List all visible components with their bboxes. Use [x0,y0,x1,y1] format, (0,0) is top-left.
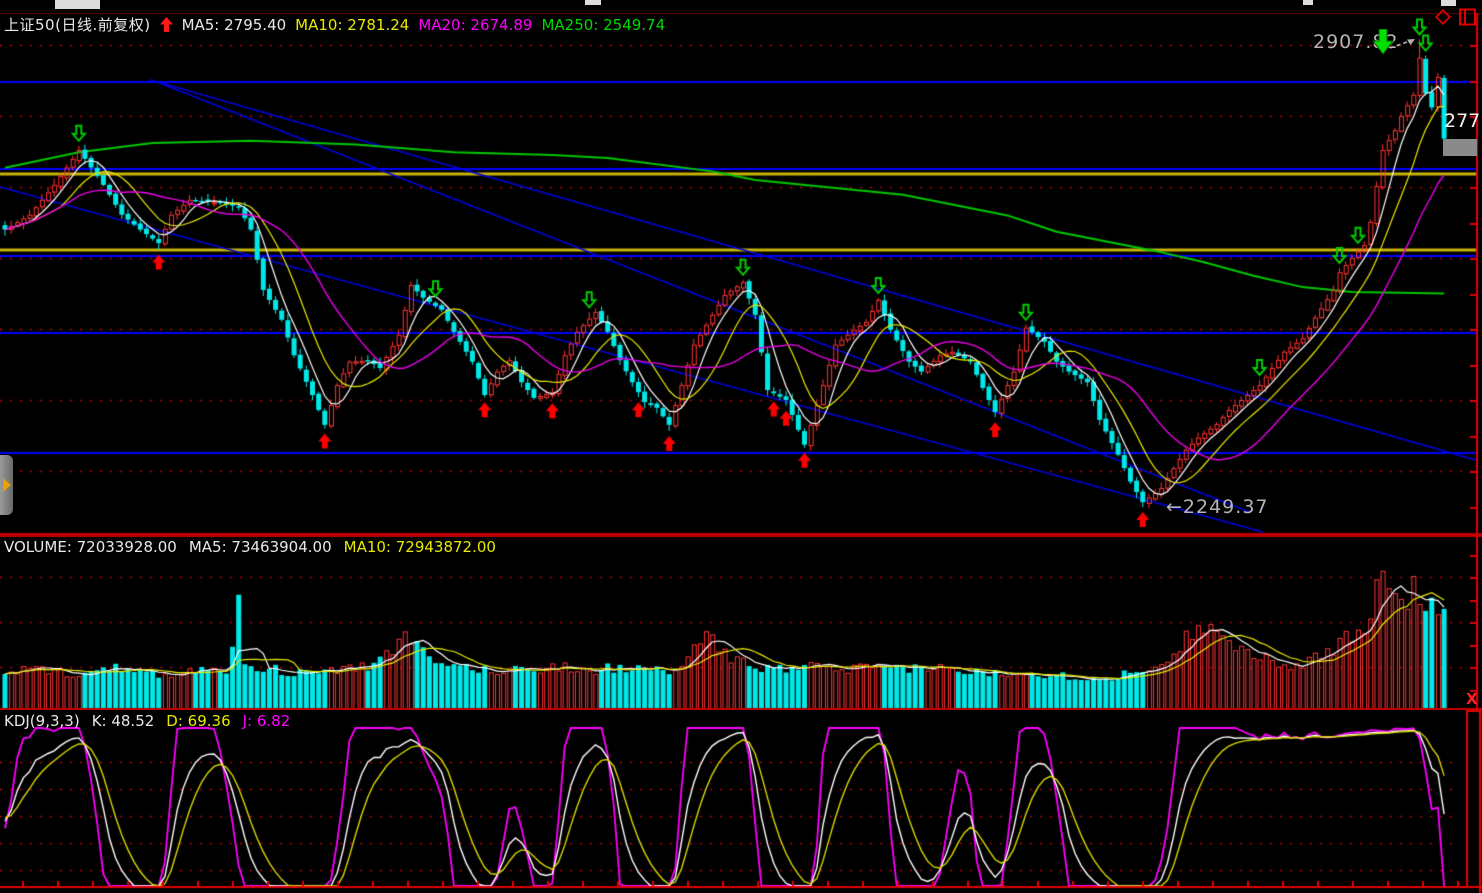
volume-header: VOLUME: 72033928.00 MA5: 73463904.00 MA1… [4,538,496,556]
dashed-pointer-arrow-icon [1389,36,1416,55]
volume-value-label: VOLUME: 72033928.00 [4,538,177,556]
window-top-strip [0,0,1482,13]
kdj-d-label: D: 69.36 [166,712,231,730]
kdj-j-label: J: 6.82 [242,712,291,730]
low-price-annotation: ←2249.37 [1166,496,1269,518]
window-restore-icon[interactable] [1459,8,1476,26]
last-price-axis-label: 277 [1444,110,1481,132]
main-chart-canvas[interactable] [0,13,1482,535]
expand-right-icon [2,478,11,492]
volume-canvas[interactable] [0,535,1482,710]
symbol-title: 上证50(日线.前复权) [4,16,151,34]
window-remnant [585,0,601,5]
ma20-value-label: MA20: 2674.89 [418,15,533,34]
main-chart-header: 上证50(日线.前复权) MA5: 2795.40 MA10: 2781.24 … [4,14,665,35]
kdj-k-label: K: 48.52 [91,712,155,730]
ma10-value-label: MA10: 2781.24 [295,15,410,34]
kdj-canvas[interactable] [0,710,1482,893]
volume-ma10-label: MA10: 72943872.00 [343,538,496,556]
window-remnant [55,0,100,9]
window-remnant [1303,0,1313,5]
panel-expander-handle[interactable] [0,455,13,515]
high-price-annotation: 2907.82 [1313,31,1399,53]
indicator-close-button[interactable]: X [1466,690,1478,708]
up-arrow-icon [159,17,173,32]
kdj-header: KDJ(9,3,3) K: 48.52 D: 69.36 J: 6.82 [4,712,290,730]
price-axis-tag-box [1443,139,1477,156]
kdj-title-label: KDJ(9,3,3) [4,712,80,730]
ma250-value-label: MA250: 2549.74 [541,15,666,34]
diamond-icon[interactable] [1434,8,1452,26]
window-remnant [1441,0,1456,6]
signal-down-arrow-icon [1371,28,1395,59]
ma5-value-label: MA5: 2795.40 [181,15,287,34]
volume-ma5-label: MA5: 73463904.00 [188,538,332,556]
